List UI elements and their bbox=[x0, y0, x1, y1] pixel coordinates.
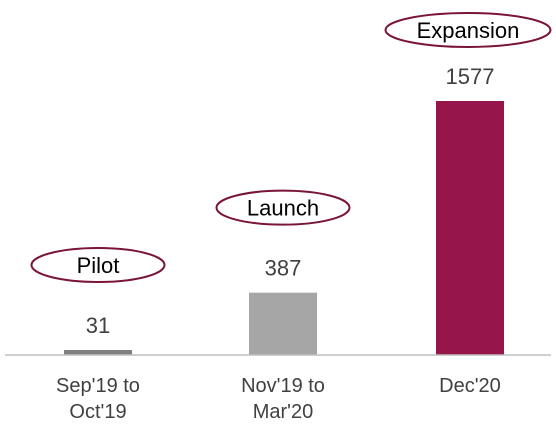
bar-pilot bbox=[64, 350, 132, 355]
bar-expansion bbox=[436, 101, 504, 355]
labels-layer: 31 Pilot Sep'19 to Oct'19 387 Launch Nov'19 to… bbox=[30, 12, 552, 423]
bar-launch bbox=[249, 292, 317, 355]
phase-callout-expansion bbox=[384, 12, 552, 48]
x-tick-label-pilot: Sep'19 to Oct'19 bbox=[56, 375, 140, 423]
phase-label-launch: Launch bbox=[247, 196, 319, 221]
x-tick-line: Nov'19 to bbox=[241, 375, 325, 397]
x-tick-line: Mar'20 bbox=[253, 401, 314, 423]
value-label-launch: 387 bbox=[265, 256, 302, 281]
phase-callout-launch bbox=[215, 189, 351, 226]
phase-label-pilot: Pilot bbox=[77, 253, 120, 278]
x-tick-label-expansion: Dec'20 bbox=[439, 375, 501, 397]
x-tick-label-launch: Nov'19 to Mar'20 bbox=[241, 375, 325, 423]
value-label-expansion: 1577 bbox=[446, 64, 495, 89]
x-tick-line: Oct'19 bbox=[69, 401, 126, 423]
x-tick-line: Dec'20 bbox=[439, 375, 501, 397]
value-label-pilot: 31 bbox=[86, 313, 110, 338]
phase-label-expansion: Expansion bbox=[417, 18, 520, 43]
phase-callout-pilot bbox=[30, 247, 166, 284]
bars-layer bbox=[64, 101, 504, 355]
x-tick-line: Sep'19 to bbox=[56, 375, 140, 397]
